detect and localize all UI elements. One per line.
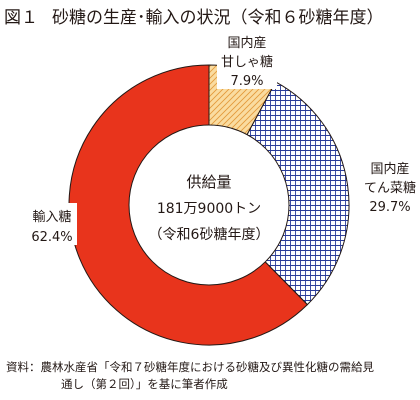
figure-title: 図１ 砂糖の生産･輸入の状況（令和６砂糖年度） — [4, 3, 384, 28]
slice-name-label: 国内産 — [227, 35, 266, 51]
slice-name-label: てん菜糖 — [364, 180, 416, 196]
figure-number: 図１ — [4, 8, 38, 28]
slice-name-label: 輸入糖 — [32, 209, 71, 225]
slice-name-label: 甘しゃ糖 — [221, 54, 273, 70]
slice-value-label: 29.7% — [369, 200, 410, 215]
source-line-2: 通し（第２回）」を基に筆者作成 — [61, 377, 228, 391]
donut-hole — [128, 124, 290, 286]
figure-title-text: 砂糖の生産･輸入の状況（令和６砂糖年度） — [52, 8, 384, 28]
center-label-line: 181万9000トン — [157, 201, 261, 217]
slice-label-import: 輸入糖 62.4% — [27, 203, 77, 245]
slice-name-label: 国内産 — [370, 161, 409, 177]
slice-label-bg — [359, 156, 420, 215]
center-label-line: 供給量 — [186, 173, 231, 191]
slice-value-label: 62.4% — [31, 230, 72, 245]
slice-label-bg — [217, 30, 277, 89]
center-label: 供給量 181万9000トン （令和6砂糖年度） — [149, 173, 270, 243]
slice-value-label: 7.9% — [230, 74, 263, 89]
source-line-1: 資料：農林水産省「令和７砂糖年度における砂糖及び異性化糖の需給見 — [6, 360, 374, 374]
slice-label-bg — [27, 203, 77, 245]
source-note: 資料：農林水産省「令和７砂糖年度における砂糖及び異性化糖の需給見 通し（第２回）… — [6, 359, 374, 393]
center-label-line: （令和6砂糖年度） — [149, 227, 270, 243]
